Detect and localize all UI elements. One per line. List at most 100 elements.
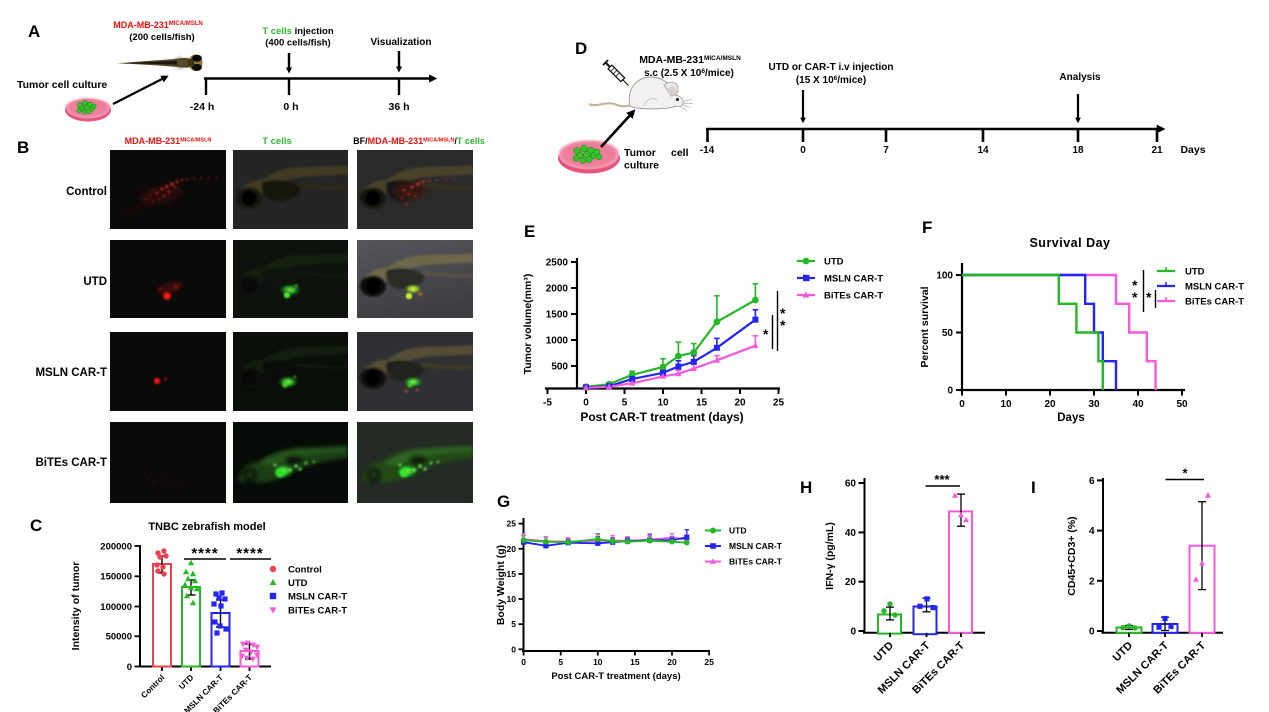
svg-text:25: 25 bbox=[773, 398, 785, 409]
svg-text:culture: culture bbox=[624, 160, 659, 172]
svg-text:BiTEs CAR-T: BiTEs CAR-T bbox=[729, 557, 783, 567]
svg-text:2500: 2500 bbox=[546, 258, 569, 269]
svg-text:50: 50 bbox=[942, 328, 954, 339]
svg-text:T cells injection: T cells injection bbox=[262, 26, 333, 37]
svg-text:MDA-MB-231MICA/MSLN: MDA-MB-231MICA/MSLN bbox=[113, 20, 203, 30]
svg-text:UTD or CAR-T i.v injection: UTD or CAR-T i.v injection bbox=[769, 62, 894, 73]
svg-text:Post CAR-T treatment (days): Post CAR-T treatment (days) bbox=[551, 671, 680, 682]
svg-text:Intensity of tumor: Intensity of tumor bbox=[70, 562, 82, 651]
svg-text:G: G bbox=[497, 492, 510, 511]
svg-text:Body Weight (g): Body Weight (g) bbox=[495, 545, 507, 625]
svg-text:40: 40 bbox=[845, 528, 857, 539]
svg-text:100: 100 bbox=[936, 271, 953, 282]
svg-text:BiTEs CAR-T: BiTEs CAR-T bbox=[1185, 297, 1244, 308]
svg-text:0: 0 bbox=[127, 662, 132, 673]
svg-text:20: 20 bbox=[507, 544, 517, 554]
svg-text:-5: -5 bbox=[543, 398, 552, 409]
svg-text:MSLN CAR-T: MSLN CAR-T bbox=[288, 592, 347, 603]
svg-text:BF/MDA-MB-231MICA/MSLN/T cells: BF/MDA-MB-231MICA/MSLN/T cells bbox=[353, 136, 485, 146]
svg-text:1000: 1000 bbox=[546, 336, 569, 347]
svg-text:MDA-MB-231MICA/MSLN: MDA-MB-231MICA/MSLN bbox=[125, 136, 212, 146]
svg-text:14: 14 bbox=[977, 145, 989, 156]
svg-text:10: 10 bbox=[1000, 399, 1012, 410]
svg-text:Percent survival: Percent survival bbox=[919, 286, 931, 367]
svg-text:0: 0 bbox=[800, 145, 806, 156]
svg-text:I: I bbox=[1031, 478, 1036, 497]
svg-text:C: C bbox=[30, 516, 42, 535]
svg-text:5: 5 bbox=[558, 657, 563, 667]
svg-text:s.c (2.5 X 106/mice): s.c (2.5 X 106/mice) bbox=[644, 68, 734, 79]
svg-text:*: * bbox=[1132, 289, 1138, 305]
svg-text:Post CAR-T treatment (days): Post CAR-T treatment (days) bbox=[580, 410, 743, 424]
svg-text:****: **** bbox=[191, 545, 218, 562]
svg-text:10: 10 bbox=[507, 594, 517, 604]
svg-text:H: H bbox=[800, 478, 812, 497]
svg-text:60: 60 bbox=[845, 479, 857, 490]
svg-text:0: 0 bbox=[947, 386, 953, 397]
svg-text:*: * bbox=[780, 305, 786, 321]
svg-text:***: *** bbox=[934, 472, 950, 487]
svg-text:40: 40 bbox=[1132, 399, 1144, 410]
svg-text:10: 10 bbox=[593, 657, 603, 667]
svg-text:20: 20 bbox=[734, 398, 746, 409]
svg-text:Tumor cell culture: Tumor cell culture bbox=[17, 79, 107, 91]
svg-text:UTD: UTD bbox=[729, 526, 746, 536]
svg-text:7: 7 bbox=[883, 145, 889, 156]
svg-text:*: * bbox=[780, 317, 786, 333]
svg-text:UTD: UTD bbox=[83, 276, 107, 288]
svg-text:50: 50 bbox=[1176, 399, 1188, 410]
svg-text:*: * bbox=[1182, 466, 1188, 481]
svg-text:10: 10 bbox=[657, 398, 669, 409]
svg-text:5: 5 bbox=[511, 619, 516, 629]
svg-text:TNBC zebrafish model: TNBC zebrafish model bbox=[148, 521, 265, 533]
svg-text:0: 0 bbox=[583, 398, 589, 409]
svg-text:-14: -14 bbox=[700, 145, 715, 156]
svg-text:500: 500 bbox=[551, 362, 568, 373]
svg-text:T cells: T cells bbox=[262, 136, 292, 147]
svg-text:*: * bbox=[1132, 277, 1138, 293]
svg-text:21: 21 bbox=[1151, 145, 1163, 156]
svg-text:20: 20 bbox=[1044, 399, 1056, 410]
svg-text:MSLN CAR-T: MSLN CAR-T bbox=[1185, 282, 1244, 293]
svg-text:0: 0 bbox=[511, 644, 516, 654]
svg-text:100000: 100000 bbox=[100, 602, 132, 613]
svg-text:1500: 1500 bbox=[546, 310, 569, 321]
svg-text:0: 0 bbox=[850, 627, 856, 638]
svg-text:15: 15 bbox=[507, 569, 517, 579]
svg-text:0: 0 bbox=[521, 657, 526, 667]
svg-text:BiTEs CAR-T: BiTEs CAR-T bbox=[824, 291, 883, 302]
svg-text:(15 X 106/mice): (15 X 106/mice) bbox=[796, 75, 866, 86]
svg-text:Control: Control bbox=[66, 186, 107, 198]
svg-text:0: 0 bbox=[1089, 627, 1095, 638]
svg-text:Tumor: Tumor bbox=[624, 147, 656, 159]
svg-text:20: 20 bbox=[845, 577, 857, 588]
svg-text:Tumor volume(mm³): Tumor volume(mm³) bbox=[522, 274, 534, 375]
svg-text:*: * bbox=[763, 326, 769, 342]
svg-text:Days: Days bbox=[1180, 144, 1205, 156]
svg-text:A: A bbox=[28, 22, 40, 41]
svg-text:IFN-γ (pg/mL): IFN-γ (pg/mL) bbox=[824, 522, 836, 590]
svg-text:18: 18 bbox=[1072, 145, 1084, 156]
svg-text:UTD: UTD bbox=[288, 578, 308, 589]
svg-text:UTD: UTD bbox=[824, 257, 844, 268]
svg-text:6: 6 bbox=[1089, 476, 1095, 487]
svg-text:2000: 2000 bbox=[546, 284, 569, 295]
svg-text:BiTEs CAR-T: BiTEs CAR-T bbox=[35, 457, 107, 469]
svg-text:(400 cells/fish): (400 cells/fish) bbox=[265, 38, 330, 49]
svg-text:*: * bbox=[1146, 289, 1152, 305]
svg-text:-24 h: -24 h bbox=[190, 101, 215, 113]
svg-text:BiTEs CAR-T: BiTEs CAR-T bbox=[288, 606, 347, 617]
svg-text:0: 0 bbox=[959, 399, 965, 410]
svg-text:Control: Control bbox=[288, 565, 322, 576]
svg-text:5: 5 bbox=[622, 398, 628, 409]
svg-text:4: 4 bbox=[1089, 526, 1095, 537]
svg-text:Analysis: Analysis bbox=[1059, 72, 1101, 83]
svg-text:15: 15 bbox=[630, 657, 640, 667]
svg-text:15: 15 bbox=[696, 398, 708, 409]
svg-text:36 h: 36 h bbox=[388, 101, 409, 113]
svg-text:(200 cells/fish): (200 cells/fish) bbox=[129, 32, 194, 43]
svg-text:MSLN CAR-T: MSLN CAR-T bbox=[729, 541, 783, 551]
svg-text:D: D bbox=[575, 39, 587, 58]
svg-text:Visualization: Visualization bbox=[371, 37, 432, 48]
svg-text:20: 20 bbox=[667, 657, 677, 667]
